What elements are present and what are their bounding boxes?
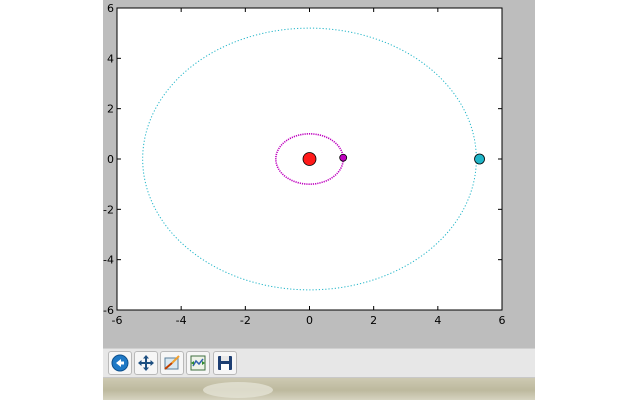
zoom-icon (164, 355, 180, 370)
save-icon (218, 356, 232, 370)
navigation-toolbar (103, 348, 535, 378)
x-tick-label: -4 (176, 314, 187, 327)
y-tick-label: 6 (107, 2, 114, 15)
desktop-background (103, 378, 535, 400)
x-tick-label: 0 (306, 314, 313, 327)
y-tick-label: -4 (103, 254, 114, 267)
x-tick-label: -6 (112, 314, 123, 327)
save-button[interactable] (213, 351, 237, 375)
zoom-button[interactable] (160, 351, 184, 375)
body-marker-2 (339, 153, 348, 162)
x-tick-label: 4 (434, 314, 441, 327)
figure-canvas: -6 -4 -2 0 2 4 6 -6 -4 -2 0 2 4 6 (103, 2, 506, 327)
subplots-button[interactable] (186, 351, 210, 375)
desktop-wallpaper-detail (203, 382, 273, 398)
plot-window: -6 -4 -2 0 2 4 6 -6 -4 -2 0 2 4 6 (103, 0, 535, 400)
body-marker-3 (474, 153, 485, 165)
y-tick-label: -6 (103, 304, 114, 317)
pan-button[interactable] (134, 351, 158, 375)
x-tick-label: -2 (240, 314, 251, 327)
x-tick-label: 6 (499, 314, 506, 327)
y-tick-label: 2 (107, 103, 114, 116)
body-marker-1 (302, 152, 317, 166)
home-icon (111, 354, 129, 372)
y-tick-label: 0 (107, 153, 114, 166)
home-button[interactable] (108, 351, 132, 375)
subplots-icon (190, 355, 206, 371)
x-tick-label: 2 (370, 314, 377, 327)
y-tick-label: 4 (107, 52, 114, 65)
pan-icon (138, 355, 154, 371)
y-tick-label: -2 (103, 203, 114, 216)
